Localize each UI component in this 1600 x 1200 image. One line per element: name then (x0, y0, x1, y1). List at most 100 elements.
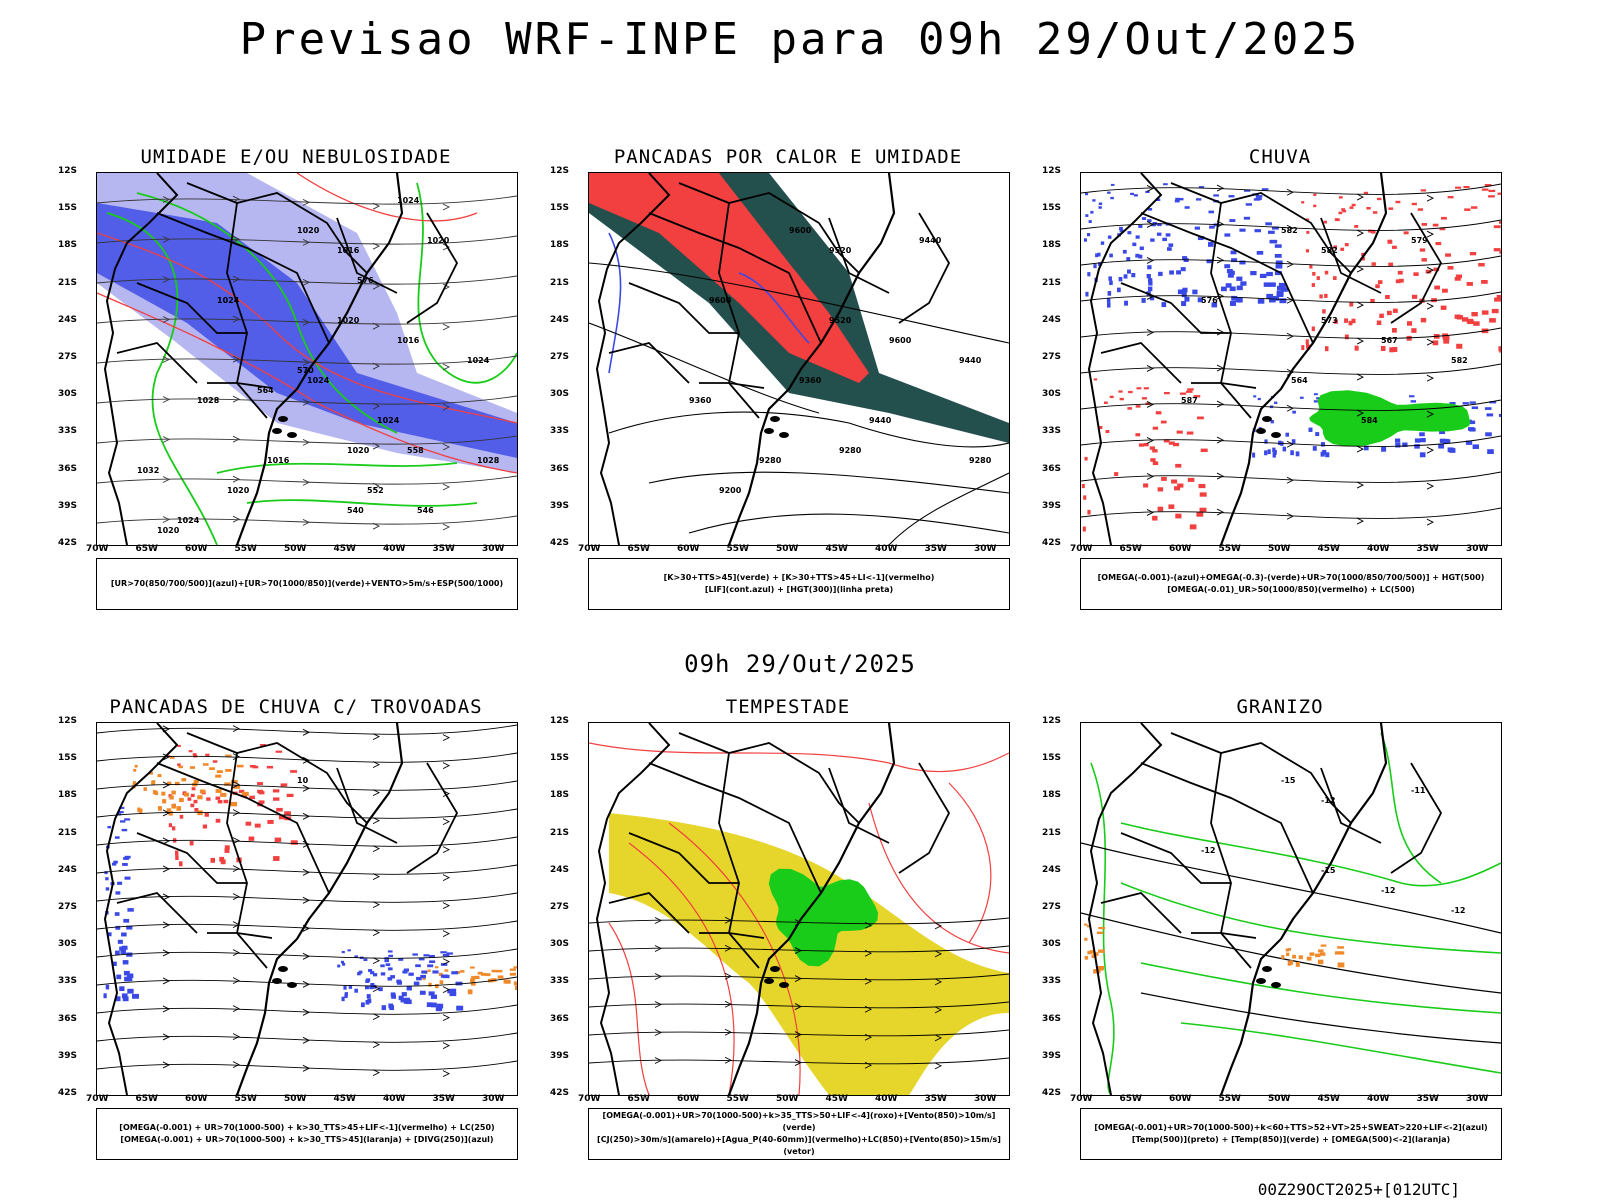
forecast-time-subtitle: 09h 29/Out/2025 (684, 650, 916, 678)
streamlines-500 (1081, 183, 1501, 526)
contour-label: 9360 (799, 376, 822, 385)
longitude-tick: 65W (135, 544, 158, 554)
rain-blue-specks (1083, 183, 1288, 308)
longitude-tick: 60W (185, 544, 208, 554)
thickness-contours (97, 173, 517, 474)
contour-label: -15 (1281, 776, 1296, 785)
contour-label: 9360 (689, 396, 712, 405)
legend-line: [UR>70(850/700/500)](azul)+[UR>70(1000/8… (110, 579, 504, 588)
contour-label: 587 (1181, 396, 1198, 405)
latitude-tick: 30S (1042, 389, 1062, 400)
longitude-tick: 30W (974, 1094, 997, 1104)
coastline-borders (103, 173, 459, 545)
latitude-tick: 36S (58, 1013, 78, 1024)
contour-label: 9600 (889, 336, 912, 345)
panel-tempestade: TEMPESTADE 12S 15S 18S 21S 24S 27S 30S 33S 36S 39S… (548, 696, 1028, 1166)
latitude-tick: 18S (58, 240, 78, 251)
latitude-tick: 24S (550, 314, 570, 325)
latitude-tick: 24S (1042, 314, 1062, 325)
latitude-tick: 33S (1042, 976, 1062, 987)
map-canvas: 10 (97, 723, 517, 1095)
coastline-borders (1087, 173, 1443, 545)
latitude-tick: 39S (550, 500, 570, 511)
rain-red-specks (1301, 184, 1501, 353)
longitude-tick: 55W (1218, 1094, 1241, 1104)
longitude-tick: 50W (776, 544, 799, 554)
longitude-tick: 45W (825, 1094, 848, 1104)
latitude-tick: 39S (1042, 1050, 1062, 1061)
map-canvas (589, 723, 1009, 1095)
contour-label: 579 (1411, 236, 1428, 245)
coastline-borders (103, 723, 459, 1095)
longitude-tick: 30W (974, 544, 997, 554)
map-tempestade (588, 722, 1010, 1096)
latitude-tick: 15S (58, 753, 78, 764)
latitude-tick: 27S (1042, 352, 1062, 362)
latitude-tick: 18S (1042, 240, 1062, 251)
latitude-tick: 21S (58, 277, 78, 288)
humidity-high-area (97, 203, 517, 458)
longitude-tick: 55W (234, 1094, 257, 1104)
latitude-tick: 30S (58, 389, 78, 400)
latitude-tick: 30S (1042, 939, 1062, 950)
contour-label: 1024 (397, 196, 420, 205)
panel-granizo: GRANIZO -15 -12 -11 -12 -15 -12 -12 12S 15S 18S 21S… (1040, 696, 1520, 1166)
longitude-tick: 40W (1367, 544, 1390, 554)
longitude-tick: 40W (875, 1094, 898, 1104)
legend-line: [K>30+TTS>45](verde) + [K>30+TTS>45+LI<-… (663, 573, 935, 582)
contour-label: 582 (1451, 356, 1468, 365)
panel-title: PANCADAS DE CHUVA C/ TROVOADAS (109, 696, 483, 718)
legend-line: [OMEGA(-0.01)_UR>50(1000/850)(vermelho) … (1167, 585, 1415, 594)
contour-labels: 582 582 579 576 573 567 582 564 587 584 (1181, 226, 1468, 425)
contour-label: 576 (357, 276, 374, 285)
contour-label: 546 (417, 506, 434, 515)
contour-label: -12 (1451, 906, 1465, 915)
contour-label: 9600 (789, 226, 812, 235)
omega-orange-specks (1281, 944, 1345, 968)
panel-title: GRANIZO (1236, 696, 1324, 718)
latitude-tick: 33S (550, 976, 570, 987)
longitude-tick: 65W (627, 544, 650, 554)
contour-label: 1028 (197, 396, 220, 405)
longitude-tick: 40W (1367, 1094, 1390, 1104)
contour-label: 1024 (217, 296, 240, 305)
contour-label: 564 (257, 386, 274, 395)
contour-label: 9600 (709, 296, 732, 305)
panel-trovoadas: PANCADAS DE CHUVA C/ TROVOADAS 10 12S 15S 18… (56, 696, 536, 1166)
contour-label: 558 (407, 446, 424, 455)
longitude-tick: 70W (86, 544, 109, 554)
streamlines-250 (97, 724, 517, 1078)
contour-labels: -15 -12 -11 -12 -15 -12 -12 (1201, 776, 1465, 915)
longitude-tick: 50W (1268, 544, 1291, 554)
contour-label: 1020 (297, 226, 320, 235)
latitude-tick: 36S (550, 1013, 570, 1024)
contour-label: 582 (1321, 246, 1338, 255)
latitude-tick: 12S (550, 716, 570, 726)
latitude-tick: 39S (58, 500, 78, 511)
humidity-low-contours (106, 182, 517, 545)
legend-box: [OMEGA(-0.001)+UR>70(1000-500)+k<60+TTS>… (1080, 1108, 1502, 1160)
contour-label: 1020 (427, 236, 450, 245)
latitude-tick: 27S (550, 902, 570, 912)
latitude-tick: 21S (1042, 827, 1062, 838)
map-trovoadas: 10 (96, 722, 518, 1096)
longitude-tick: 70W (1070, 544, 1093, 554)
longitude-tick: 55W (726, 544, 749, 554)
latitude-tick: 39S (550, 1050, 570, 1061)
hgt300-contours (589, 262, 1009, 545)
contour-label: 540 (347, 506, 364, 515)
contour-label: 1020 (347, 446, 370, 455)
longitude-tick: 45W (1317, 544, 1340, 554)
latitude-tick: 33S (58, 976, 78, 987)
latitude-tick: 27S (550, 352, 570, 362)
map-canvas: 582 582 579 576 573 567 582 564 587 584 (1081, 173, 1501, 545)
map-canvas: 9600 9520 9440 9600 9520 9600 9440 9360 9360 9440… (589, 173, 1009, 545)
longitude-tick: 35W (432, 1094, 455, 1104)
longitude-tick: 40W (875, 544, 898, 554)
latitude-tick: 12S (58, 716, 78, 726)
longitude-tick: 30W (1466, 544, 1489, 554)
latitude-tick: 12S (1042, 716, 1062, 726)
panel-title: PANCADAS POR CALOR E UMIDADE (613, 146, 963, 168)
latitude-tick: 27S (1042, 902, 1062, 912)
contour-label: 9280 (839, 446, 862, 455)
